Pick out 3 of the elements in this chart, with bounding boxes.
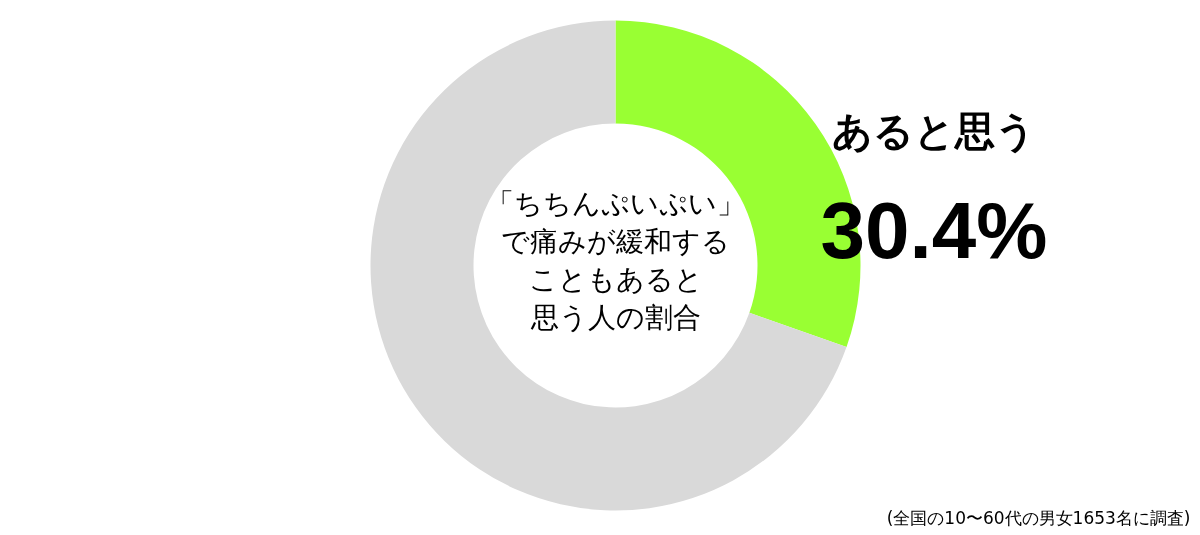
text: (全国の10〜60代の男女1653名に調査) (886, 507, 1191, 528)
text: 「ちちんぷいぷい」で痛みが緩和することもあると思う人の割合 (486, 187, 745, 334)
slice-label: あると思う (831, 107, 1036, 154)
